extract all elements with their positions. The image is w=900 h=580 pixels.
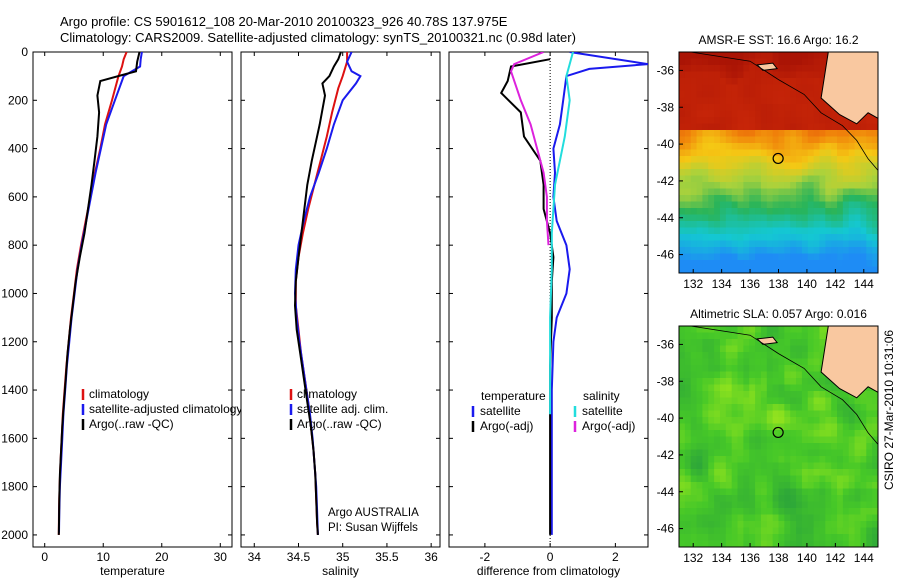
x-tick-label: 10	[97, 550, 111, 564]
x-tick-label: 0	[41, 550, 48, 564]
x-tick-label: 140	[797, 277, 817, 291]
series-argo-raw-qc-	[293, 52, 342, 535]
x-tick-label: 144	[854, 277, 874, 291]
attribution-line1: Argo AUSTRALIA	[328, 507, 419, 519]
x-tick-label: 142	[825, 551, 845, 565]
header-line1: Argo profile: CS 5901612_108 20-Mar-2010…	[60, 14, 508, 29]
y-tick-label: -44	[657, 211, 675, 225]
y-tick-label: -46	[657, 248, 675, 262]
x-tick-label: 144	[854, 551, 874, 565]
x-tick-label: 140	[797, 551, 817, 565]
panel-sst-map: AMSR-E SST: 16.6 Argo: 16.2 132 134 136 138 1…	[657, 33, 879, 291]
x-tick-label: 34	[248, 550, 262, 564]
x-tick-label: 132	[683, 277, 703, 291]
y-tick-label: 1200	[1, 335, 28, 349]
shelf-contour	[688, 326, 878, 445]
x-axis-label: difference from climatology	[477, 564, 620, 578]
y-tick-label: -36	[657, 63, 675, 77]
x-tick-label: 138	[768, 551, 788, 565]
y-tick-label: 200	[8, 93, 28, 107]
legend-entry: satellite	[582, 404, 623, 418]
y-tick-label: -42	[657, 174, 675, 188]
heatmap-cells	[679, 326, 878, 547]
y-tick-label: 1000	[1, 286, 28, 300]
x-tick-label: 2	[612, 550, 619, 564]
y-tick-label: -44	[657, 485, 675, 499]
y-tick-label: -40	[657, 411, 675, 425]
shelf-contour	[688, 52, 878, 171]
y-tick-label: 1600	[1, 431, 28, 445]
plot-frame	[32, 51, 233, 548]
x-tick-label: 20	[155, 550, 169, 564]
y-tick-label: -38	[657, 100, 675, 114]
x-tick-label: 136	[740, 277, 760, 291]
x-tick-label: 138	[768, 277, 788, 291]
land-australia	[820, 52, 878, 125]
x-tick-label: 132	[683, 551, 703, 565]
y-tick-label: -40	[657, 137, 675, 151]
profile-panels: 0 10 20 30020040060080010001200140016001800…	[1, 45, 649, 578]
x-tick-label: 34.5	[287, 550, 311, 564]
series-salinity-satellite	[549, 52, 574, 415]
x-tick-label: 134	[712, 551, 732, 565]
land-australia	[820, 326, 878, 399]
x-tick-label: 136	[740, 551, 760, 565]
y-tick-label: -38	[657, 374, 675, 388]
legend-entry: satellite adj. clim.	[297, 402, 388, 416]
x-axis-label: temperature	[100, 564, 165, 578]
legend-entry: Argo(..raw -QC)	[297, 417, 382, 431]
panel-salinity: 34 34.5 35 35.5 36 salinity climatologysatelli…	[240, 51, 441, 578]
attribution-line2: PI: Susan Wijffels	[328, 522, 418, 534]
panel-temperature: 0 10 20 30 0 200 400 600 800 1000 1200 1400 1600 1800…	[1, 45, 242, 578]
legend-entry: Argo(-adj)	[480, 419, 533, 433]
plot-frame	[448, 51, 649, 548]
y-tick-label: -36	[657, 337, 675, 351]
x-tick-label: 134	[712, 277, 732, 291]
x-tick-label: 35.5	[375, 550, 399, 564]
float-marker	[772, 152, 784, 165]
map-title: AMSR-E SST: 16.6 Argo: 16.2	[698, 33, 858, 47]
y-tick-label: 400	[8, 142, 28, 156]
x-tick-label: 30	[214, 550, 228, 564]
plot-frame	[240, 51, 441, 548]
legend-entry: satellite-adjusted climatology	[89, 402, 242, 416]
legend-title-temperature: temperature	[481, 389, 546, 403]
x-tick-label: -2	[480, 550, 491, 564]
panel-sla-map: Altimetric SLA: 0.057 Argo: 0.016 132 134 1…	[657, 307, 879, 565]
legend-entry: climatology	[89, 387, 149, 401]
map-title: Altimetric SLA: 0.057 Argo: 0.016	[690, 307, 867, 321]
legend-entry: Argo(-adj)	[582, 419, 635, 433]
map-panels: AMSR-E SST: 16.6 Argo: 16.2 132 134 136 138 1…	[657, 33, 879, 565]
x-tick-label: 142	[825, 277, 845, 291]
header-line2: Climatology: CARS2009. Satellite-adjuste…	[60, 30, 576, 45]
legend-entry: Argo(..raw -QC)	[89, 417, 174, 431]
y-tick-label: 600	[8, 190, 28, 204]
x-tick-label: 36	[424, 550, 438, 564]
y-tick-label: 1400	[1, 383, 28, 397]
y-tick-label: 0	[21, 45, 28, 59]
y-tick-label: -42	[657, 448, 675, 462]
float-marker	[772, 426, 784, 439]
y-tick-label: 2000	[1, 528, 28, 542]
legend-entry: satellite	[480, 404, 521, 418]
x-axis-label: salinity	[322, 564, 359, 578]
series-argo-raw-qc-	[57, 52, 141, 535]
legend-entry: climatology	[297, 387, 357, 401]
legend-title-salinity: salinity	[583, 389, 620, 403]
y-tick-label: 1800	[1, 480, 28, 494]
x-tick-label: 0	[547, 550, 554, 564]
y-tick-label: 800	[8, 238, 28, 252]
series-salinity-argo-adj-	[509, 52, 550, 246]
x-tick-label: 35	[336, 550, 350, 564]
y-tick-label: -46	[657, 522, 675, 536]
credit-label: CSIRO 27-Mar-2010 10:31:06	[882, 330, 896, 490]
